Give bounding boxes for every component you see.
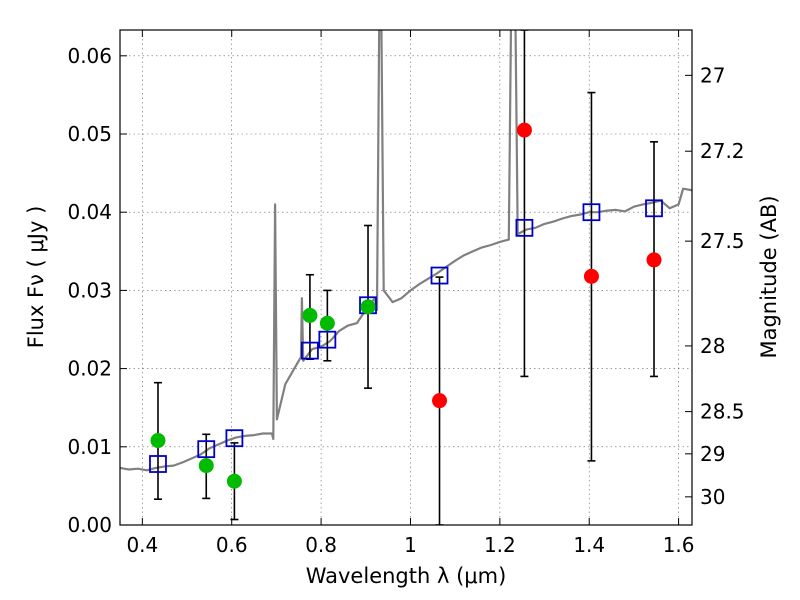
x-tick-label: 0.4: [126, 533, 158, 557]
model-square: [301, 341, 319, 360]
spectrum-series: [120, 30, 692, 472]
model-square: [225, 429, 244, 448]
spectrum-line: [120, 30, 692, 472]
error-bars: [153, 30, 659, 525]
detection-point: [150, 433, 166, 449]
data-markers: [149, 122, 663, 489]
x-tick-label: 1.4: [573, 533, 605, 557]
x-tick-label: 1.6: [663, 533, 695, 557]
detection-point: [302, 307, 318, 323]
right-axis-label: Magnitude (AB): [757, 195, 781, 358]
right-tick-label: 29: [700, 442, 725, 466]
detection-point: [226, 473, 242, 489]
ir-point: [432, 393, 448, 409]
right-tick-label: 28: [700, 334, 725, 358]
model-square: [430, 266, 449, 285]
y-tick-label: 0.02: [67, 357, 112, 381]
y-axis-label: Flux Fν ( μJy ): [24, 206, 48, 349]
y-tick-label: 0.04: [67, 200, 112, 224]
detection-point: [198, 458, 214, 474]
x-tick-label: 1.2: [484, 533, 516, 557]
model-square: [197, 440, 216, 459]
axes: [119, 29, 693, 526]
model-square: [582, 203, 601, 222]
right-tick-label: 27.5: [700, 229, 745, 253]
y-tick-label: 0.03: [67, 278, 112, 302]
right-tick-label: 27: [700, 63, 725, 87]
model-square: [149, 455, 167, 473]
detection-point: [319, 315, 335, 331]
model-square: [645, 199, 663, 218]
ir-point: [583, 268, 599, 284]
ir-point: [646, 252, 662, 268]
x-tick-label: 0.8: [305, 533, 337, 557]
ir-point: [516, 122, 532, 138]
right-tick-label: 27.2: [700, 139, 745, 163]
y-tick-label: 0.06: [67, 44, 112, 68]
right-tick-label: 30: [700, 485, 725, 509]
plot-frame: [119, 29, 693, 526]
y-tick-label: 0.00: [67, 513, 112, 537]
model-square: [318, 330, 337, 349]
model-square: [515, 218, 534, 237]
y-tick-label: 0.01: [67, 435, 112, 459]
x-tick-label: 1: [404, 533, 417, 557]
y-tick-label: 0.05: [67, 122, 112, 146]
right-tick-label: 28.5: [700, 400, 745, 424]
x-tick-label: 0.6: [216, 533, 248, 557]
detection-point: [360, 299, 376, 315]
tick-labels: 0.4 0.6 0.8 1 1.2 1.4 1.6 0.00 0.01 0.02 0.03 0.04 0…: [67, 44, 744, 557]
x-axis-label: Wavelength λ (μm): [306, 564, 507, 588]
